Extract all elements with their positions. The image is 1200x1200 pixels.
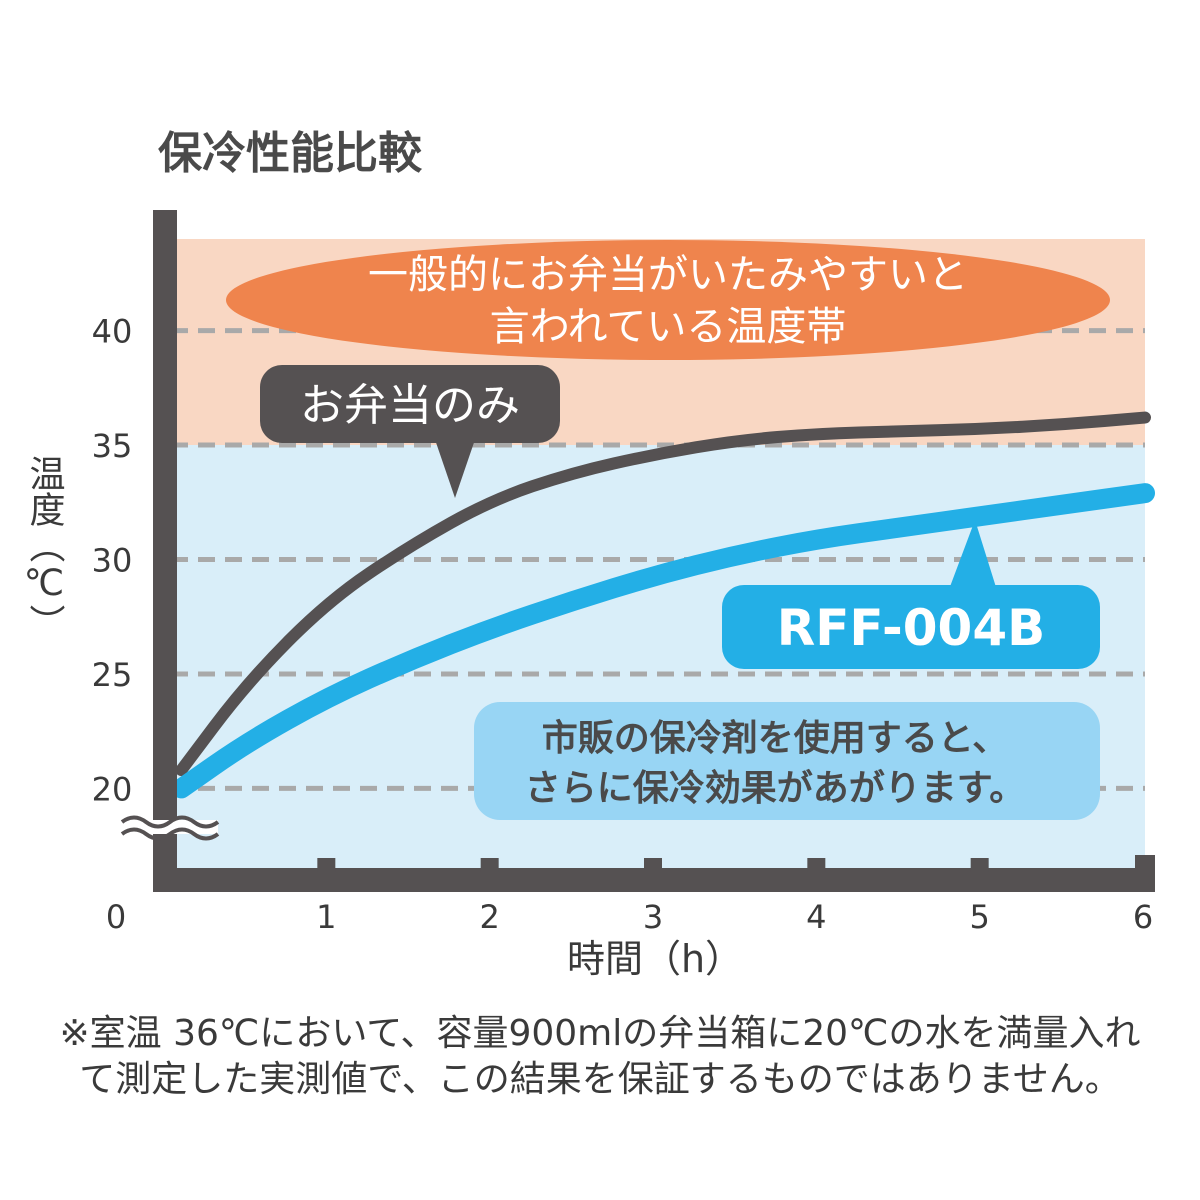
footnote-line2: て測定した実測値で、この結果を保証するものではありません。 xyxy=(79,1059,1121,1100)
axis-break-mark xyxy=(120,815,220,841)
series-line-rff-004b xyxy=(171,483,1155,799)
y-tick-label: 35 xyxy=(92,427,133,465)
danger-zone-label-line2: 言われている温度帯 xyxy=(490,304,847,350)
x-tick-mark xyxy=(807,858,826,872)
ice-pack-info-line2: さらに保冷効果があがります。 xyxy=(525,768,1025,809)
x-axis-end-cap xyxy=(1135,855,1155,892)
x-tick-mark xyxy=(317,858,336,872)
bento-only-callout-pointer xyxy=(430,425,480,498)
y-tick-label: 30 xyxy=(92,542,133,580)
y-axis-label: 温度（℃） xyxy=(24,455,66,640)
danger-zone-label-line1: 一般的にお弁当がいたみやすいと xyxy=(368,252,968,298)
x-tick-label: 1 xyxy=(316,898,336,936)
rff-callout xyxy=(722,585,1100,669)
x-tick-label: 3 xyxy=(643,898,663,936)
x-tick-label: 5 xyxy=(969,898,989,936)
y-tick-label: 25 xyxy=(92,656,133,694)
x-tick-label: 4 xyxy=(806,898,826,936)
footnote-line1: ※室温 36℃において、容量900mlの弁当箱に20℃の水を満量入れ xyxy=(59,1013,1141,1054)
rff-label: RFF-004B xyxy=(777,599,1046,657)
x-tick-mark xyxy=(480,858,499,872)
y-tick-label: 40 xyxy=(92,313,133,351)
danger-zone-bubble xyxy=(226,240,1110,360)
chart-title: 保冷性能比較 xyxy=(158,128,423,179)
bento-only-label: お弁当のみ xyxy=(300,380,520,431)
ice-pack-info-bubble xyxy=(474,702,1100,820)
series-line-bento-only xyxy=(175,411,1151,777)
x-tick-mark xyxy=(644,858,662,872)
x-axis-label: 時間（h） xyxy=(567,937,743,981)
x-tick-label: 2 xyxy=(479,898,499,936)
ice-pack-info-line1: 市販の保冷剤を使用すると、 xyxy=(542,718,1009,759)
y-tick-label: 20 xyxy=(92,770,133,808)
rff-callout-pointer xyxy=(945,520,1000,600)
x-tick-mark xyxy=(970,858,989,872)
y-axis xyxy=(153,210,177,892)
x-origin-label: 0 xyxy=(106,898,126,936)
x-tick-label: 6 xyxy=(1133,898,1153,936)
bento-only-callout xyxy=(260,365,560,443)
